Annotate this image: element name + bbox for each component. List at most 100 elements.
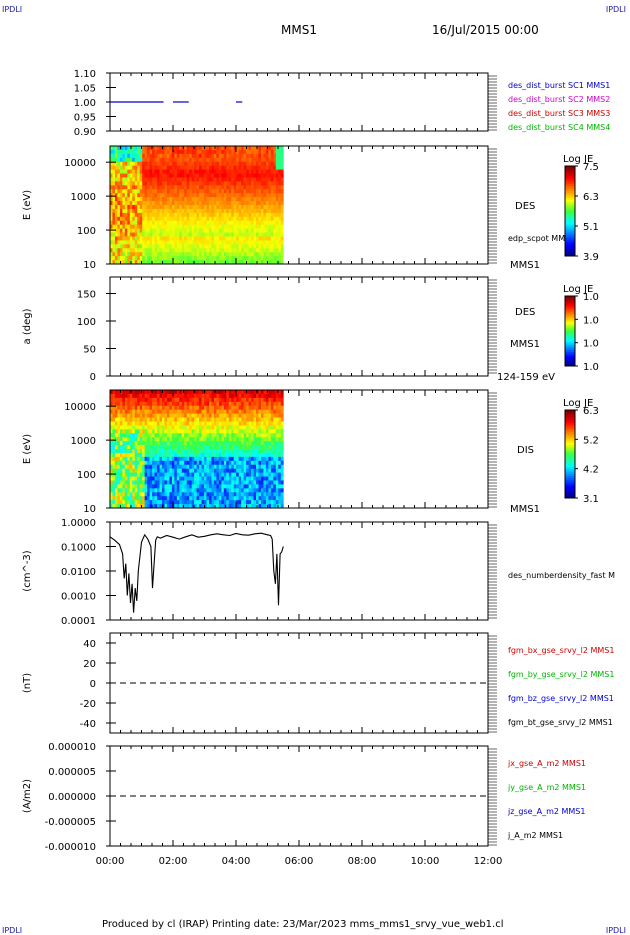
heatmap-cell (221, 473, 224, 477)
heatmap-cell (162, 189, 165, 193)
heatmap-cell (169, 410, 172, 414)
heatmap-cell (246, 496, 249, 500)
heatmap-cell (259, 480, 262, 484)
heatmap-cell (130, 252, 133, 256)
heatmap-cell (150, 244, 153, 248)
heatmap-cell (273, 252, 276, 256)
heatmap-cell (231, 500, 234, 504)
heatmap-cell (132, 484, 135, 488)
heatmap-cell (266, 410, 269, 414)
heatmap-cell (122, 154, 125, 158)
heatmap-cell (142, 473, 145, 477)
heatmap-cell (251, 398, 254, 402)
heatmap-cell (276, 457, 279, 461)
heatmap-cell (187, 390, 190, 394)
heatmap-cell (254, 181, 257, 185)
heatmap-cell (122, 233, 125, 237)
heatmap-cell (122, 158, 125, 162)
heatmap-cell (229, 197, 232, 201)
heatmap-cell (254, 488, 257, 492)
heatmap-cell (145, 461, 148, 465)
heatmap-cell (219, 465, 222, 469)
heatmap-cell (199, 473, 202, 477)
heatmap-cell (169, 217, 172, 221)
heatmap-cell (278, 484, 281, 488)
heatmap-cell (182, 433, 185, 437)
colorbar-tick-label: 3.9 (583, 252, 599, 263)
heatmap-cell (135, 406, 138, 410)
heatmap-cell (160, 221, 163, 225)
heatmap-cell (244, 201, 247, 205)
heatmap-cell (241, 236, 244, 240)
heatmap-cell (268, 461, 271, 465)
heatmap-cell (246, 402, 249, 406)
heatmap-cell (246, 181, 249, 185)
heatmap-cell (162, 449, 165, 453)
heatmap-cell (135, 437, 138, 441)
heatmap-cell (182, 437, 185, 441)
heatmap-cell (172, 484, 175, 488)
heatmap-cell (142, 193, 145, 197)
heatmap-cell (273, 189, 276, 193)
heatmap-cell (172, 421, 175, 425)
heatmap-cell (192, 221, 195, 225)
heatmap-cell (177, 461, 180, 465)
heatmap-cell (160, 162, 163, 166)
heatmap-cell (115, 201, 118, 205)
heatmap-cell (199, 441, 202, 445)
heatmap-cell (202, 433, 205, 437)
heatmap-cell (226, 158, 229, 162)
heatmap-cell (244, 402, 247, 406)
heatmap-cell (122, 189, 125, 193)
heatmap-cell (194, 477, 197, 481)
heatmap-cell (281, 394, 284, 398)
heatmap-cell (172, 425, 175, 429)
heatmap-cell (263, 177, 266, 181)
heatmap-cell (204, 410, 207, 414)
heatmap-cell (224, 394, 227, 398)
heatmap-cell (278, 433, 281, 437)
heatmap-cell (167, 477, 170, 481)
heatmap-cell (194, 500, 197, 504)
heatmap-cell (244, 429, 247, 433)
heatmap-cell (177, 166, 180, 170)
heatmap-cell (147, 465, 150, 469)
heatmap-cell (197, 465, 200, 469)
heatmap-cell (234, 170, 237, 174)
heatmap-cell (251, 244, 254, 248)
heatmap-cell (172, 240, 175, 244)
heatmap-cell (174, 445, 177, 449)
heatmap-cell (231, 248, 234, 252)
heatmap-cell (132, 492, 135, 496)
heatmap-cell (167, 414, 170, 418)
heatmap-cell (251, 410, 254, 414)
heatmap-cell (117, 496, 120, 500)
heatmap-cell (211, 233, 214, 237)
heatmap-cell (214, 162, 217, 166)
heatmap-cell (189, 457, 192, 461)
heatmap-cell (187, 406, 190, 410)
heatmap-cell (117, 445, 120, 449)
heatmap-cell (261, 146, 264, 150)
heatmap-cell (278, 256, 281, 260)
heatmap-cell (221, 185, 224, 189)
heatmap-cell (229, 166, 232, 170)
heatmap-cell (120, 469, 123, 473)
heatmap-cell (189, 410, 192, 414)
heatmap-cell (254, 229, 257, 233)
heatmap-cell (132, 209, 135, 213)
heatmap-cell (254, 469, 257, 473)
heatmap-cell (249, 244, 252, 248)
heatmap-cell (167, 465, 170, 469)
heatmap-cell (189, 425, 192, 429)
heatmap-cell (251, 473, 254, 477)
y-tick-label: 1000 (71, 192, 96, 203)
heatmap-cell (211, 146, 214, 150)
heatmap-cell (261, 461, 264, 465)
heatmap-cell (157, 394, 160, 398)
heatmap-cell (246, 410, 249, 414)
heatmap-cell (174, 240, 177, 244)
heatmap-cell (273, 209, 276, 213)
heatmap-cell (226, 174, 229, 178)
heatmap-cell (142, 496, 145, 500)
